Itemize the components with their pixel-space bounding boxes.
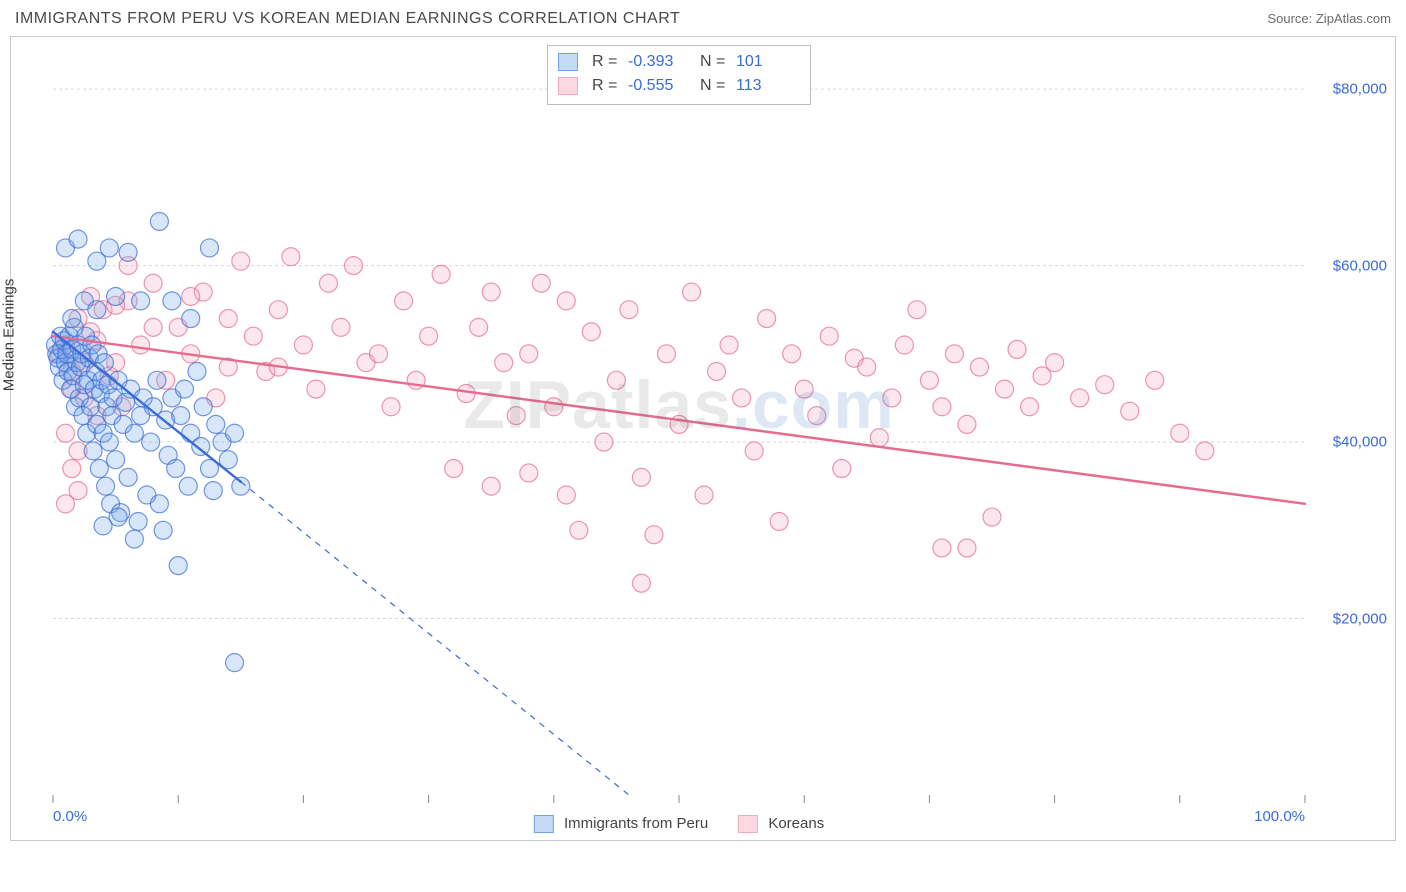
r-label: R = — [592, 74, 620, 98]
swatch-korean-icon — [558, 77, 578, 95]
legend-row-korean: R = -0.555 N = 113 — [558, 74, 800, 98]
source-attr: Source: ZipAtlas.com — [1267, 11, 1391, 26]
series-legend: Immigrants from Peru Koreans — [534, 815, 824, 833]
n-value-peru: 101 — [736, 50, 800, 74]
chart-title: IMMIGRANTS FROM PERU VS KOREAN MEDIAN EA… — [15, 10, 680, 28]
n-label: N = — [700, 74, 728, 98]
legend-label-korean: Koreans — [768, 815, 824, 832]
chart-container: IMMIGRANTS FROM PERU VS KOREAN MEDIAN EA… — [10, 10, 1396, 882]
r-label: R = — [592, 50, 620, 74]
legend-item-korean: Koreans — [738, 815, 824, 833]
n-value-korean: 113 — [736, 74, 800, 98]
scatter-layer — [53, 45, 1305, 795]
source-name: ZipAtlas.com — [1316, 11, 1391, 26]
swatch-peru-icon — [558, 53, 578, 71]
r-value-korean: -0.555 — [628, 74, 692, 98]
header-row: IMMIGRANTS FROM PERU VS KOREAN MEDIAN EA… — [10, 10, 1396, 36]
y-axis-label: Median Earnings — [1, 278, 18, 391]
correlation-legend: R = -0.393 N = 101 R = -0.555 N = 113 — [547, 45, 811, 105]
legend-item-peru: Immigrants from Peru — [534, 815, 708, 833]
n-label: N = — [700, 50, 728, 74]
plot-area: ZIPatlas.com R = -0.393 N = 101 R = -0.5… — [53, 45, 1305, 795]
legend-row-peru: R = -0.393 N = 101 — [558, 50, 800, 74]
swatch-peru-icon — [534, 815, 554, 833]
source-label: Source: — [1267, 11, 1315, 26]
swatch-korean-icon — [738, 815, 758, 833]
r-value-peru: -0.393 — [628, 50, 692, 74]
y-tick-label: $60,000 — [1333, 257, 1387, 274]
legend-label-peru: Immigrants from Peru — [564, 815, 708, 832]
y-tick-label: $80,000 — [1333, 81, 1387, 98]
plot-frame: Median Earnings ZIPatlas.com R = -0.393 … — [10, 36, 1396, 841]
x-tick-label: 0.0% — [53, 808, 87, 825]
y-tick-label: $40,000 — [1333, 434, 1387, 451]
y-tick-label: $20,000 — [1333, 610, 1387, 627]
x-tick-label: 100.0% — [1254, 808, 1305, 825]
